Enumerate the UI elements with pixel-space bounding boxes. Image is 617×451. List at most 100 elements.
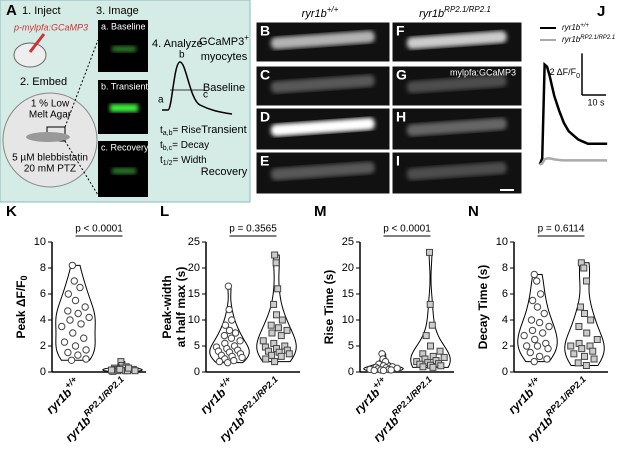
point [429,363,437,371]
definition: tb,c= Decay [160,140,209,152]
y-tick-label: 8 [502,262,508,274]
point [225,305,233,314]
point [76,283,84,292]
curve-point: c [203,90,208,101]
y-tick-label: 10 [496,236,508,248]
zoom-line [64,39,99,128]
y-axis-label: Decay Time (s) [476,265,490,350]
image-label: c. Recovery [101,142,149,152]
panel-letter: M [314,203,327,220]
needle [28,33,46,53]
point [274,285,282,293]
category-sup: RP2.1/RP2.1 [82,374,126,418]
point [221,321,230,329]
p-value: p = 0.6114 [538,224,585,235]
point [271,358,279,366]
image-annotation: mylpfa:GCaMP3 [450,67,516,77]
point [530,270,538,279]
point [272,259,280,267]
point [273,311,280,319]
y-tick-label: 15 [342,288,354,300]
point [107,366,115,374]
point [520,331,528,340]
point [526,348,534,357]
y-tick-label: 10 [188,314,200,326]
legend-entry: ryr1bRP2.1/RP2.1 [562,35,615,45]
t: t [160,140,163,151]
scale-label: 10 s [587,97,605,107]
cell [406,117,507,137]
y-label-line: Peak ΔF/F [14,281,28,339]
point [268,351,276,359]
point [575,323,583,330]
point [428,321,436,329]
point [393,364,401,373]
point [528,296,537,305]
point [285,350,293,358]
def: = Decay [172,140,209,151]
point [535,352,544,361]
zoom-line [64,140,99,196]
point [220,331,229,340]
genotype: ryr1b [419,8,444,20]
embryo [13,42,47,68]
cell [406,74,507,94]
point [590,355,598,363]
legend-name: ryr1b [562,23,581,32]
panel-letter: K [6,203,17,220]
point [436,347,444,355]
point [271,251,279,259]
x-tick-label: ryr1b+/+ [350,374,393,417]
y-tick-label: 4 [502,314,508,326]
y-tick-label: 10 [342,314,354,326]
point [60,338,69,346]
point [522,342,531,350]
category-sup: RP2.1/RP2.1 [390,374,434,418]
point [530,357,538,366]
panel-letter: H [396,109,406,125]
agar: Melt Agar [29,110,72,121]
y-label-line: at half max (s) [174,267,188,348]
point [116,365,124,373]
point [580,264,588,272]
p-value: p = 0.3565 [229,224,277,235]
point [236,337,244,345]
point [437,362,445,370]
point [538,329,547,337]
y-label-line: Decay Time (s) [476,265,490,350]
point [587,316,595,324]
point [230,356,238,365]
sub: 1/2 [163,160,173,167]
panel-letter: J [597,3,605,20]
point [527,316,536,324]
point [64,348,72,357]
genotype-sup: +/+ [327,5,339,14]
point [66,316,74,324]
point [274,324,282,332]
point [74,351,82,359]
row-text: GCaMP3 [199,36,244,48]
point [419,363,427,371]
point [574,359,582,367]
trace [538,61,608,166]
point [581,310,588,317]
column-header: ryr1b+/+ [302,5,339,20]
y-tick-label: 25 [342,236,354,248]
panel-letter: G [396,67,407,83]
step: 4. Analyze [152,38,203,50]
point [85,313,93,322]
point [215,357,224,366]
row-label: Recovery [201,166,248,178]
legend-sup: +/+ [580,23,589,29]
scale-label: 2 ΔF/F0 [550,67,581,79]
schematic-curve [162,61,233,115]
cell [270,161,375,181]
x-tick-label: ryr1b+/+ [42,374,85,417]
panel-letter: I [396,153,400,169]
cell [270,117,375,137]
cell [406,161,507,181]
point [583,329,591,337]
point [64,307,72,315]
point [262,355,270,363]
panel-letter: F [396,23,405,39]
